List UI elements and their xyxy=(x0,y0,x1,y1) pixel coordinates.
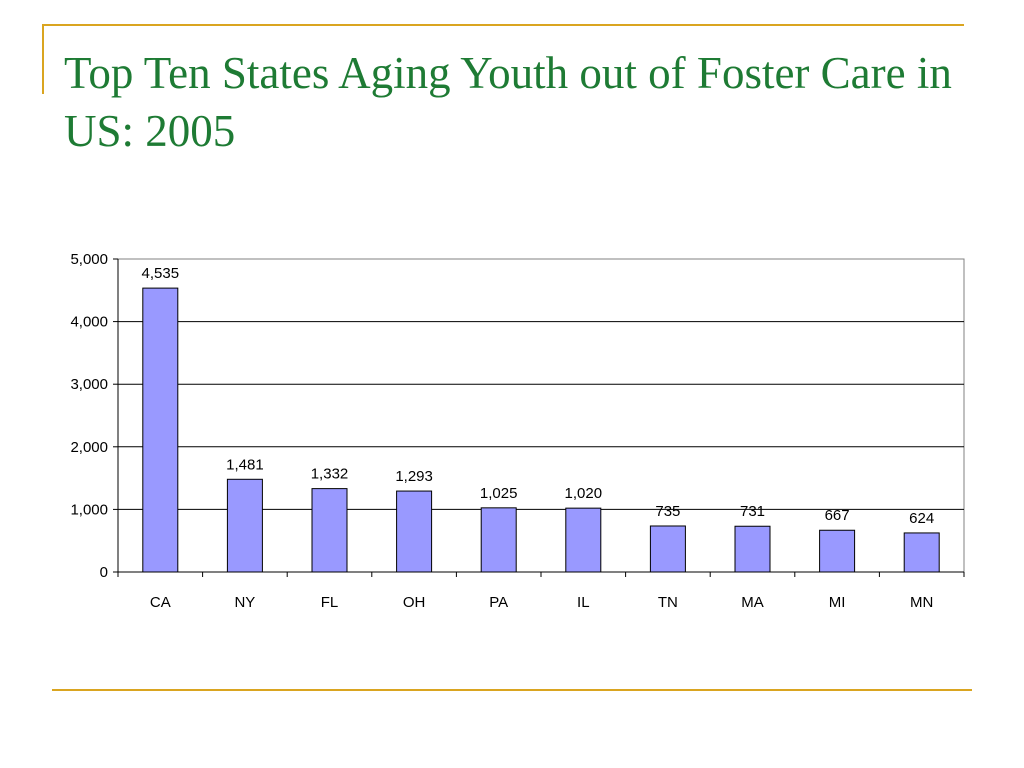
x-tick-label: TN xyxy=(658,594,678,611)
y-tick-label: 0 xyxy=(100,564,108,581)
bar-tn xyxy=(649,525,686,573)
x-tick-label: MA xyxy=(741,594,764,611)
slide-title: Top Ten States Aging Youth out of Foster… xyxy=(64,48,952,156)
bar-il xyxy=(565,507,602,573)
data-label: 624 xyxy=(909,510,934,527)
data-label: 4,535 xyxy=(142,265,180,282)
y-tick-label: 5,000 xyxy=(70,251,108,268)
bar-mn xyxy=(903,532,940,573)
data-label: 1,025 xyxy=(480,485,518,502)
x-tick-label: MI xyxy=(829,594,846,611)
x-tick-label: NY xyxy=(234,594,255,611)
data-label: 731 xyxy=(740,503,765,520)
x-tick-label: CA xyxy=(150,594,171,611)
x-tick-label: FL xyxy=(321,594,339,611)
bar-oh xyxy=(396,490,433,573)
bar-ma xyxy=(734,525,771,573)
x-tick-label: IL xyxy=(577,594,590,611)
x-tick-label: PA xyxy=(489,594,508,611)
top-accent-rule xyxy=(42,24,964,26)
data-label: 667 xyxy=(825,507,850,524)
y-tick-label: 4,000 xyxy=(70,314,108,331)
bottom-accent-rule xyxy=(52,689,972,691)
data-label: 735 xyxy=(655,503,680,520)
bar-ny xyxy=(226,478,263,573)
x-tick-label: MN xyxy=(910,594,933,611)
y-tick-label: 1,000 xyxy=(70,501,108,518)
x-tick-label: OH xyxy=(403,594,426,611)
data-label: 1,332 xyxy=(311,466,349,483)
bar-mi xyxy=(819,529,856,573)
y-tick-label: 3,000 xyxy=(70,376,108,393)
data-label: 1,481 xyxy=(226,456,264,473)
data-label: 1,020 xyxy=(565,485,603,502)
left-accent-rule xyxy=(42,24,44,94)
bar-ca xyxy=(142,287,179,573)
bar-pa xyxy=(480,507,517,573)
bar-fl xyxy=(311,488,348,573)
y-tick-label: 2,000 xyxy=(70,439,108,456)
data-label: 1,293 xyxy=(395,468,433,485)
